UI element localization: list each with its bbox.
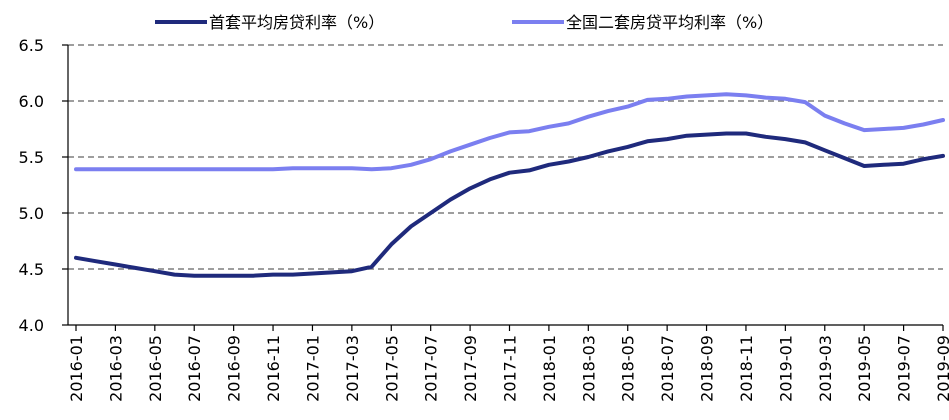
y-tick-label: 4.0 xyxy=(19,316,44,335)
x-tick-label: 2017-07 xyxy=(422,335,441,402)
grid-lines xyxy=(68,44,943,270)
x-tick-label: 2018-01 xyxy=(540,335,559,402)
x-tick-label: 2018-05 xyxy=(619,335,638,402)
legend-label: 全国二套房贷平均利率（%） xyxy=(566,13,773,32)
x-tick-label: 2018-09 xyxy=(698,335,717,402)
x-tick-label: 2019-03 xyxy=(816,335,835,402)
x-tick-label: 2017-09 xyxy=(461,335,480,402)
x-tick-label: 2018-11 xyxy=(737,335,756,402)
x-tick-label: 2017-05 xyxy=(382,335,401,402)
legend-label: 首套平均房贷利率（%） xyxy=(209,13,384,32)
series-line-second-home xyxy=(74,92,945,172)
series-lines xyxy=(74,92,945,278)
y-tick-label: 4.5 xyxy=(19,260,44,279)
x-tick-label: 2018-07 xyxy=(658,335,677,402)
y-tick-label: 6.5 xyxy=(19,36,44,55)
y-tick-label: 6.0 xyxy=(19,92,44,111)
x-tick-label: 2019-05 xyxy=(855,335,874,402)
x-tick-label: 2016-05 xyxy=(146,335,165,402)
x-tick-label: 2016-09 xyxy=(225,335,244,402)
x-tick-label: 2019-01 xyxy=(776,335,795,402)
x-tick-label: 2016-07 xyxy=(185,335,204,402)
x-tick-label: 2016-01 xyxy=(67,335,86,402)
y-tick-label: 5.0 xyxy=(19,204,44,223)
x-tick-label: 2018-03 xyxy=(579,335,598,402)
y-tick-label: 5.5 xyxy=(19,148,44,167)
legend: 首套平均房贷利率（%） 全国二套房贷平均利率（%） xyxy=(155,13,773,32)
x-tick-label: 2019-09 xyxy=(934,335,949,402)
x-tick-label: 2017-11 xyxy=(501,335,520,402)
x-tick-label: 2017-01 xyxy=(303,335,322,402)
axes: 4.0 4.5 5.0 5.5 6.0 6.5 2016-01 2016-03 2016-05 2… xyxy=(19,36,949,402)
x-tick-label: 2017-03 xyxy=(343,335,362,402)
series-line-first-home xyxy=(74,131,945,278)
x-tick-label: 2019-07 xyxy=(895,335,914,402)
x-tick-label: 2016-11 xyxy=(264,335,283,402)
x-tick-label: 2016-03 xyxy=(106,335,125,402)
